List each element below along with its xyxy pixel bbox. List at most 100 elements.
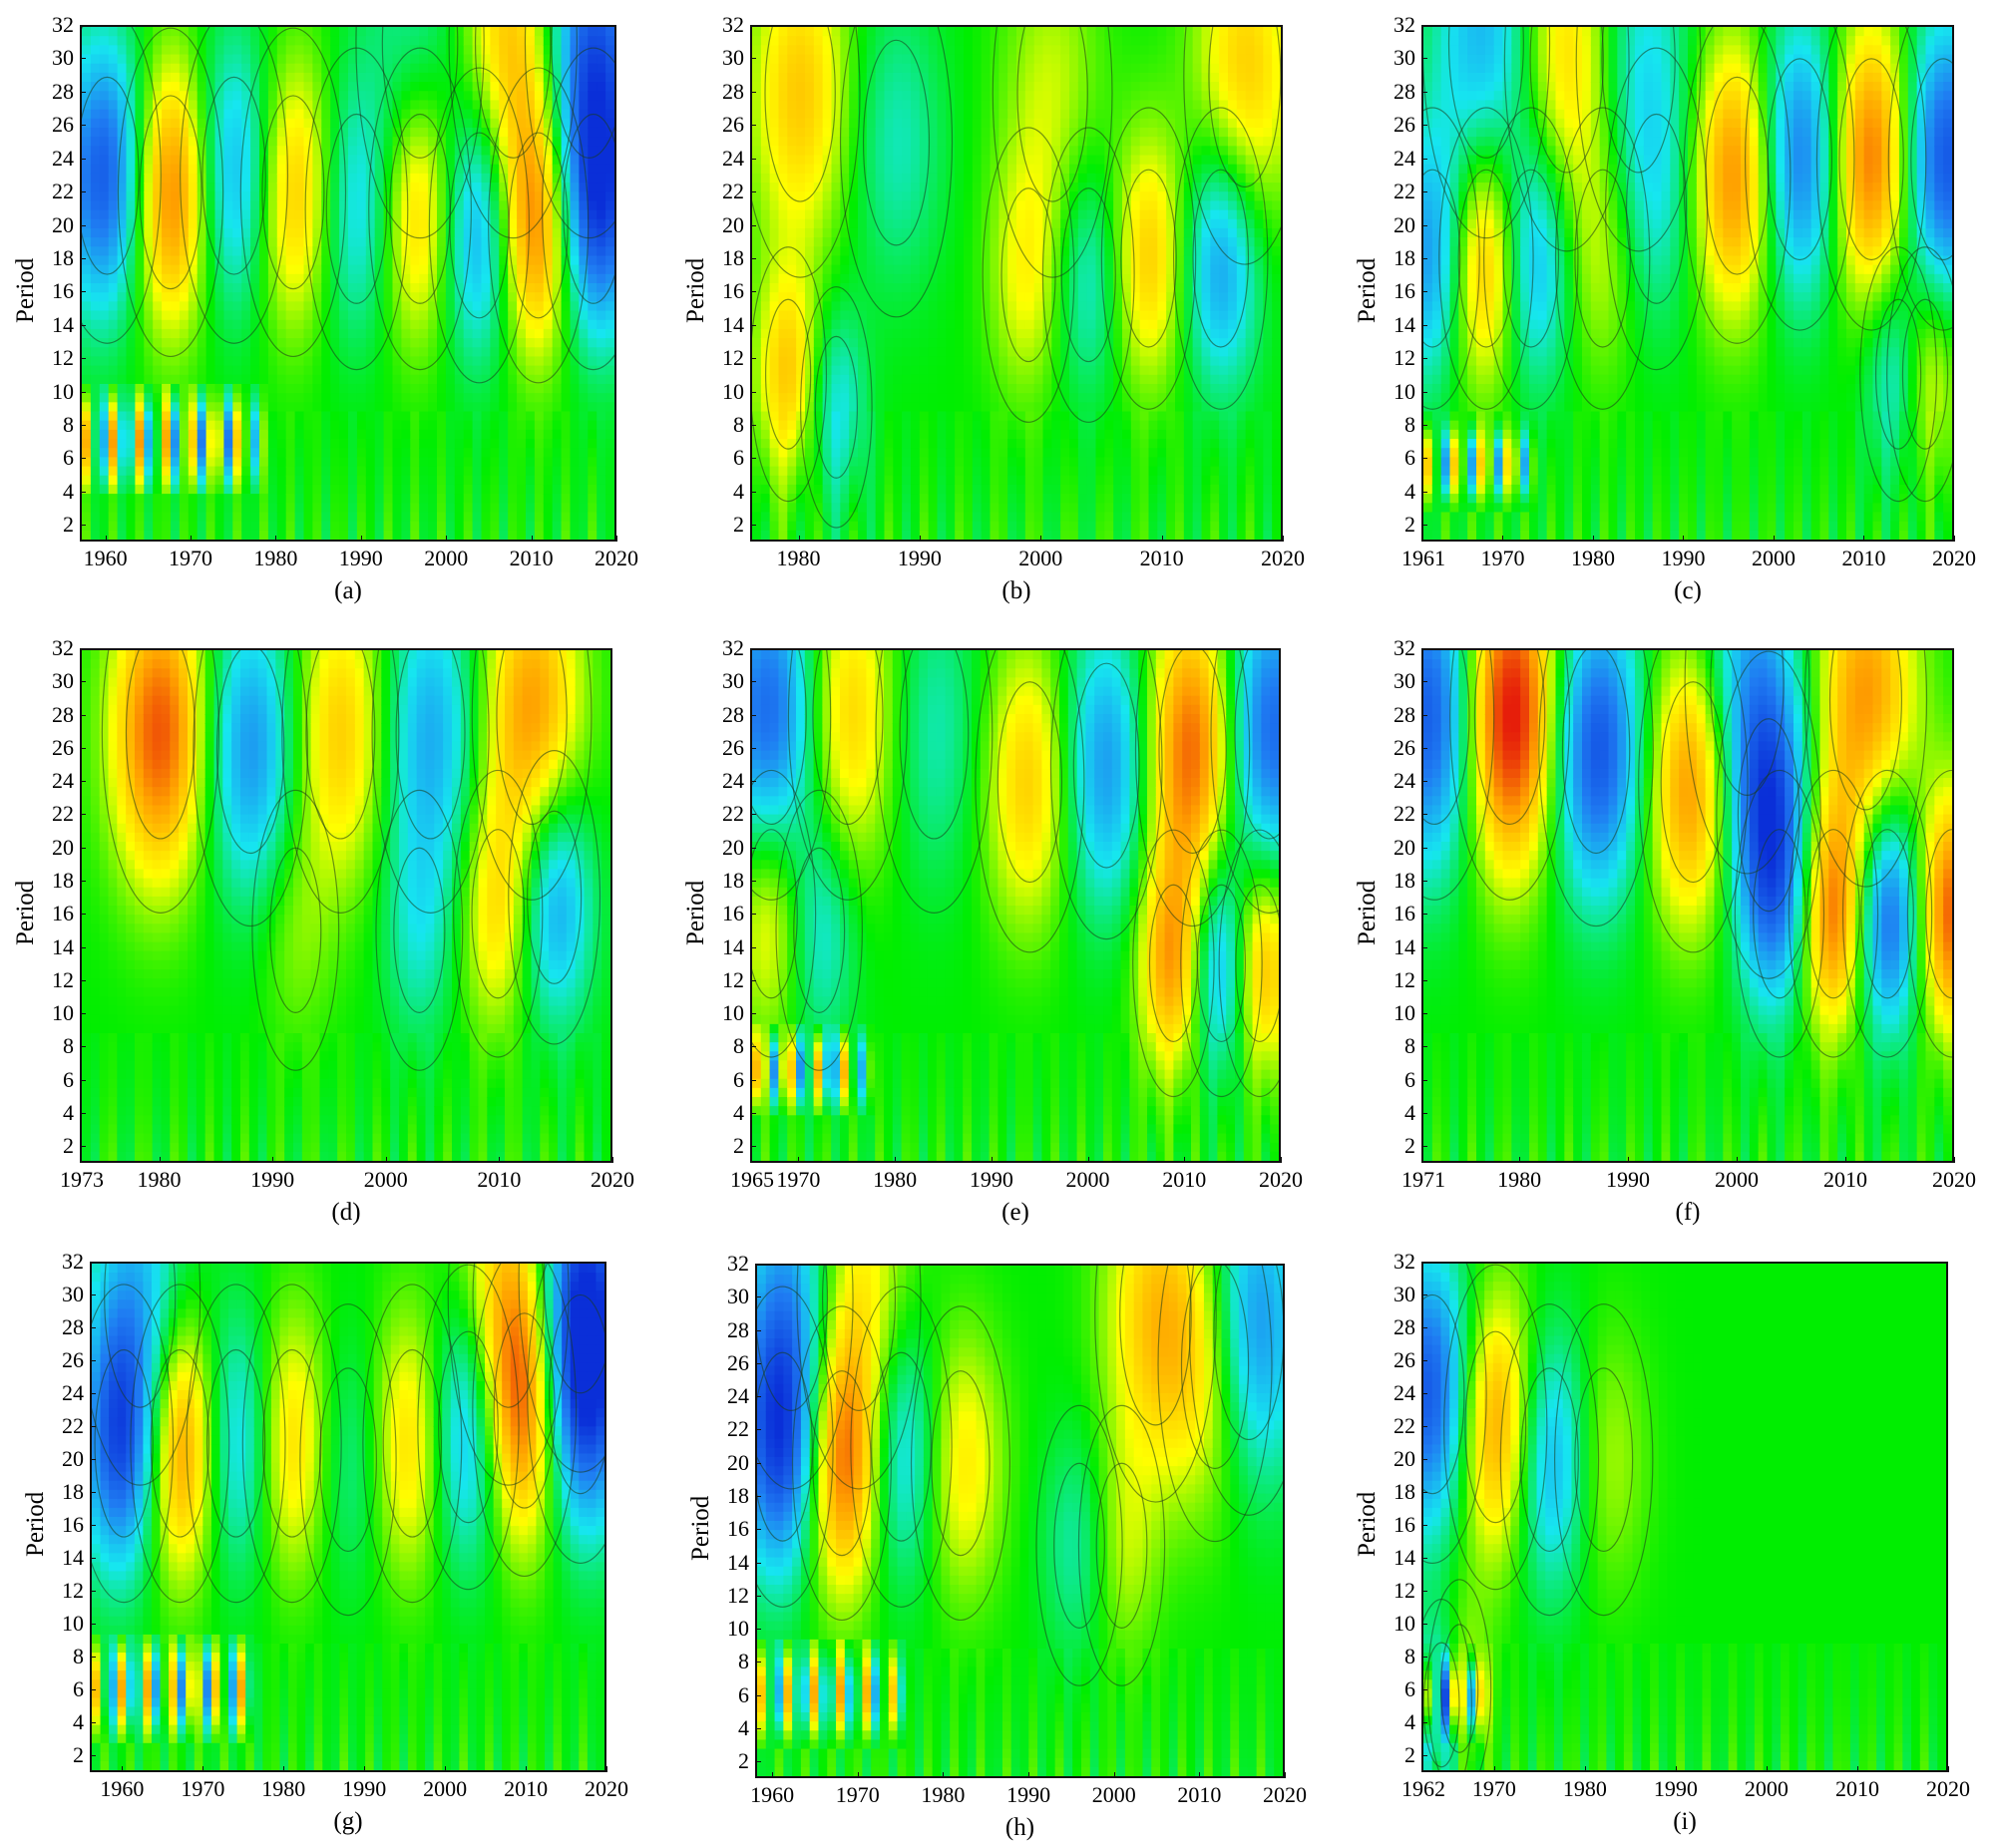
field-cell [356, 420, 367, 431]
field-cell [162, 173, 172, 184]
field-cell [928, 255, 939, 266]
field-cell [267, 100, 278, 111]
field-cell [769, 319, 780, 330]
field-cell [902, 439, 912, 450]
field-cell [928, 402, 939, 413]
field-cell [508, 283, 518, 293]
field-cell [205, 503, 216, 514]
field-cell [321, 503, 331, 514]
field-cell [525, 301, 536, 312]
field-cell [410, 503, 421, 514]
field-cell [419, 292, 429, 303]
field-cell [928, 466, 939, 477]
field-cell [813, 457, 824, 468]
field-cell [241, 100, 251, 111]
field-cell [179, 45, 190, 56]
field-cell [893, 183, 903, 193]
field-cell [365, 227, 376, 238]
field-cell [241, 402, 251, 413]
field-cell [153, 255, 163, 266]
field-cell [752, 411, 762, 422]
field-cell [401, 27, 412, 37]
field-cell [330, 402, 340, 413]
field-cell [472, 466, 483, 477]
field-cell [752, 328, 762, 339]
field-cell [787, 109, 797, 120]
field-cell [752, 503, 762, 514]
field-cell [383, 273, 394, 284]
field-cell [588, 45, 598, 56]
field-cell [321, 246, 331, 257]
field-cell [884, 429, 895, 440]
field-cell [928, 448, 939, 459]
field-cell [579, 512, 590, 523]
field-cell [437, 402, 447, 413]
field-cell [752, 164, 762, 175]
field-cell [911, 466, 921, 477]
field-cell [552, 521, 563, 532]
field-cell [463, 393, 474, 404]
field-cell [205, 457, 216, 468]
field-cell [108, 283, 119, 293]
field-cell [605, 420, 614, 431]
field-cell [285, 503, 296, 514]
field-cell [188, 118, 199, 129]
field-cell [937, 347, 948, 358]
field-cell [911, 356, 921, 367]
field-cell [428, 45, 438, 56]
field-cell [508, 347, 518, 358]
field-cell [276, 328, 287, 339]
field-cell [179, 439, 190, 450]
field-cell [893, 356, 903, 367]
field-cell [981, 420, 992, 431]
field-cell [787, 411, 797, 422]
field-cell [258, 109, 269, 120]
field-cell [374, 255, 385, 266]
field-cell [171, 146, 181, 157]
field-cell [525, 448, 536, 459]
field-cell [294, 255, 305, 266]
field-cell [135, 127, 146, 138]
field-cell [171, 292, 181, 303]
field-cell [964, 374, 974, 385]
field-cell [330, 530, 340, 540]
field-cell [822, 91, 833, 102]
field-cell [481, 227, 492, 238]
field-cell [285, 155, 296, 166]
field-cell [866, 27, 877, 37]
field-cell [769, 200, 780, 211]
field-cell [831, 137, 842, 148]
field-cell [884, 512, 895, 523]
field-cell [508, 273, 518, 284]
field-cell [911, 155, 921, 166]
field-cell [508, 448, 518, 459]
contour-line [488, 67, 590, 384]
field-cell [419, 237, 429, 248]
field-cell [276, 173, 287, 184]
field-cell [472, 264, 483, 275]
field-cell [955, 292, 965, 303]
field-cell [490, 72, 501, 83]
field-cell [267, 457, 278, 468]
field-cell [561, 448, 572, 459]
field-cell [570, 466, 581, 477]
field-cell [383, 191, 394, 202]
field-cell [162, 27, 172, 37]
field-cell [946, 494, 956, 505]
field-cell [171, 36, 181, 47]
field-cell [419, 36, 429, 47]
field-cell [796, 209, 806, 220]
field-cell [108, 209, 119, 220]
field-cell [597, 328, 606, 339]
field-cell [561, 439, 572, 450]
field-cell [82, 63, 92, 74]
field-cell [232, 393, 242, 404]
field-cell [911, 109, 921, 120]
field-cell [276, 484, 287, 495]
field-cell [866, 227, 877, 238]
field-cell [267, 383, 278, 394]
field-cell [543, 530, 554, 540]
field-cell [374, 246, 385, 257]
field-cell [99, 494, 110, 505]
field-cell [171, 319, 181, 330]
